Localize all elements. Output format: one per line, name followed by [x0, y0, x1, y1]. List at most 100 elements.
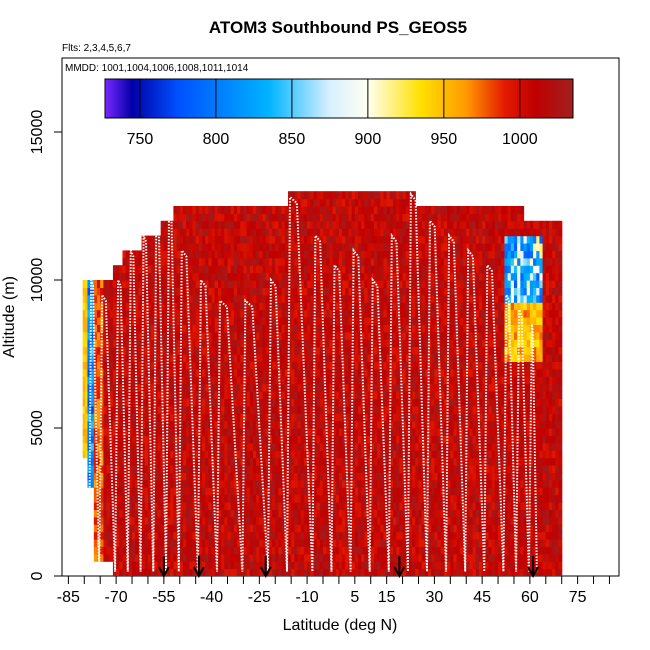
heatmap-cell	[291, 398, 295, 407]
heatmap-cell	[326, 509, 330, 518]
heatmap-cell	[265, 228, 270, 237]
heatmap-cell	[128, 487, 133, 496]
heatmap-cell	[192, 368, 197, 377]
heatmap-cell	[259, 509, 264, 518]
heatmap-cell	[186, 435, 190, 444]
heatmap-cell	[262, 546, 267, 555]
heatmap-cell	[272, 539, 276, 547]
heatmap-cell	[252, 435, 257, 444]
heatmap-cell	[348, 428, 353, 436]
heatmap-cell	[275, 280, 280, 288]
heatmap-cell	[370, 220, 375, 229]
heatmap-cell	[393, 213, 397, 222]
heatmap-cell	[252, 516, 257, 525]
heatmap-cell	[313, 265, 318, 274]
heatmap-cell	[354, 531, 359, 540]
heatmap-cell	[211, 568, 216, 576]
heatmap-cell	[151, 346, 155, 355]
heatmap-cell	[176, 331, 181, 340]
heatmap-cell	[316, 472, 321, 481]
heatmap-cell	[125, 398, 130, 407]
heatmap-cell	[322, 502, 327, 510]
heatmap-cell	[354, 257, 359, 266]
heatmap-cell	[402, 450, 407, 459]
heatmap-cell	[262, 228, 267, 237]
heatmap-cell	[192, 502, 197, 510]
heatmap-cell	[354, 516, 359, 525]
heatmap-cell	[186, 206, 190, 214]
heatmap-cell	[141, 457, 146, 466]
heatmap-cell	[294, 465, 299, 473]
heatmap-cell	[211, 457, 216, 466]
heatmap-cell	[402, 546, 407, 555]
heatmap-cell	[208, 413, 213, 422]
heatmap-cell	[364, 191, 369, 200]
heatmap-cell	[97, 391, 101, 399]
heatmap-cell	[252, 354, 257, 362]
heatmap-cell	[342, 428, 346, 436]
heatmap-cell	[240, 413, 245, 422]
heatmap-cell	[291, 524, 295, 533]
heatmap-cell	[182, 287, 187, 296]
heatmap-cell	[125, 309, 130, 318]
heatmap-cell	[393, 479, 397, 488]
heatmap-cell	[173, 516, 178, 525]
heatmap-cell	[109, 509, 114, 518]
heatmap-cell	[281, 309, 286, 318]
heatmap-cell	[249, 509, 254, 518]
heatmap-cell	[112, 568, 117, 576]
heatmap-cell	[284, 354, 289, 362]
heatmap-cell	[157, 354, 162, 362]
heatmap-cell	[278, 516, 283, 525]
heatmap-cell	[109, 383, 114, 392]
heatmap-cell	[116, 317, 120, 325]
heatmap-cell	[112, 509, 117, 518]
heatmap-cell	[85, 280, 89, 288]
heatmap-cell	[122, 487, 127, 496]
heatmap-cell	[138, 509, 143, 518]
heatmap-cell	[125, 502, 130, 510]
heatmap-cell	[112, 309, 117, 318]
heatmap-cell	[351, 472, 356, 481]
heatmap-cell	[214, 294, 219, 303]
heatmap-cell	[230, 509, 235, 518]
heatmap-cell	[319, 391, 324, 399]
heatmap-cell	[316, 265, 321, 274]
heatmap-cell	[326, 361, 330, 370]
heatmap-cell	[303, 472, 308, 481]
heatmap-cell	[252, 376, 257, 385]
heatmap-cell	[291, 568, 295, 576]
heatmap-cell	[358, 391, 362, 399]
heatmap-cell	[326, 368, 330, 377]
heatmap-cell	[252, 539, 257, 547]
heatmap-cell	[119, 428, 124, 436]
heatmap-cell	[370, 568, 375, 576]
heatmap-cell	[265, 405, 270, 414]
heatmap-cell	[310, 302, 315, 311]
heatmap-cell	[281, 331, 286, 340]
heatmap-cell	[119, 383, 124, 392]
heatmap-cell	[198, 531, 203, 540]
heatmap-cell	[205, 524, 210, 533]
heatmap-cell	[90, 280, 95, 288]
heatmap-cell	[294, 435, 299, 444]
heatmap-cell	[281, 435, 286, 444]
heatmap-cell	[275, 272, 280, 281]
heatmap-cell	[272, 531, 276, 540]
heatmap-cell	[316, 243, 321, 251]
heatmap-cell	[361, 435, 365, 444]
heatmap-cell	[284, 250, 289, 259]
heatmap-cell	[217, 487, 222, 496]
heatmap-cell	[237, 280, 241, 288]
heatmap-cell	[316, 191, 321, 200]
heatmap-cell	[351, 220, 356, 229]
heatmap-cell	[227, 405, 232, 414]
heatmap-cell	[393, 561, 397, 570]
heatmap-cell	[122, 317, 127, 325]
heatmap-cell	[354, 324, 359, 333]
heatmap-cell	[182, 516, 187, 525]
heatmap-cell	[348, 206, 353, 214]
heatmap-cell	[103, 494, 108, 503]
heatmap-cell	[297, 361, 302, 370]
heatmap-cell	[256, 354, 260, 362]
